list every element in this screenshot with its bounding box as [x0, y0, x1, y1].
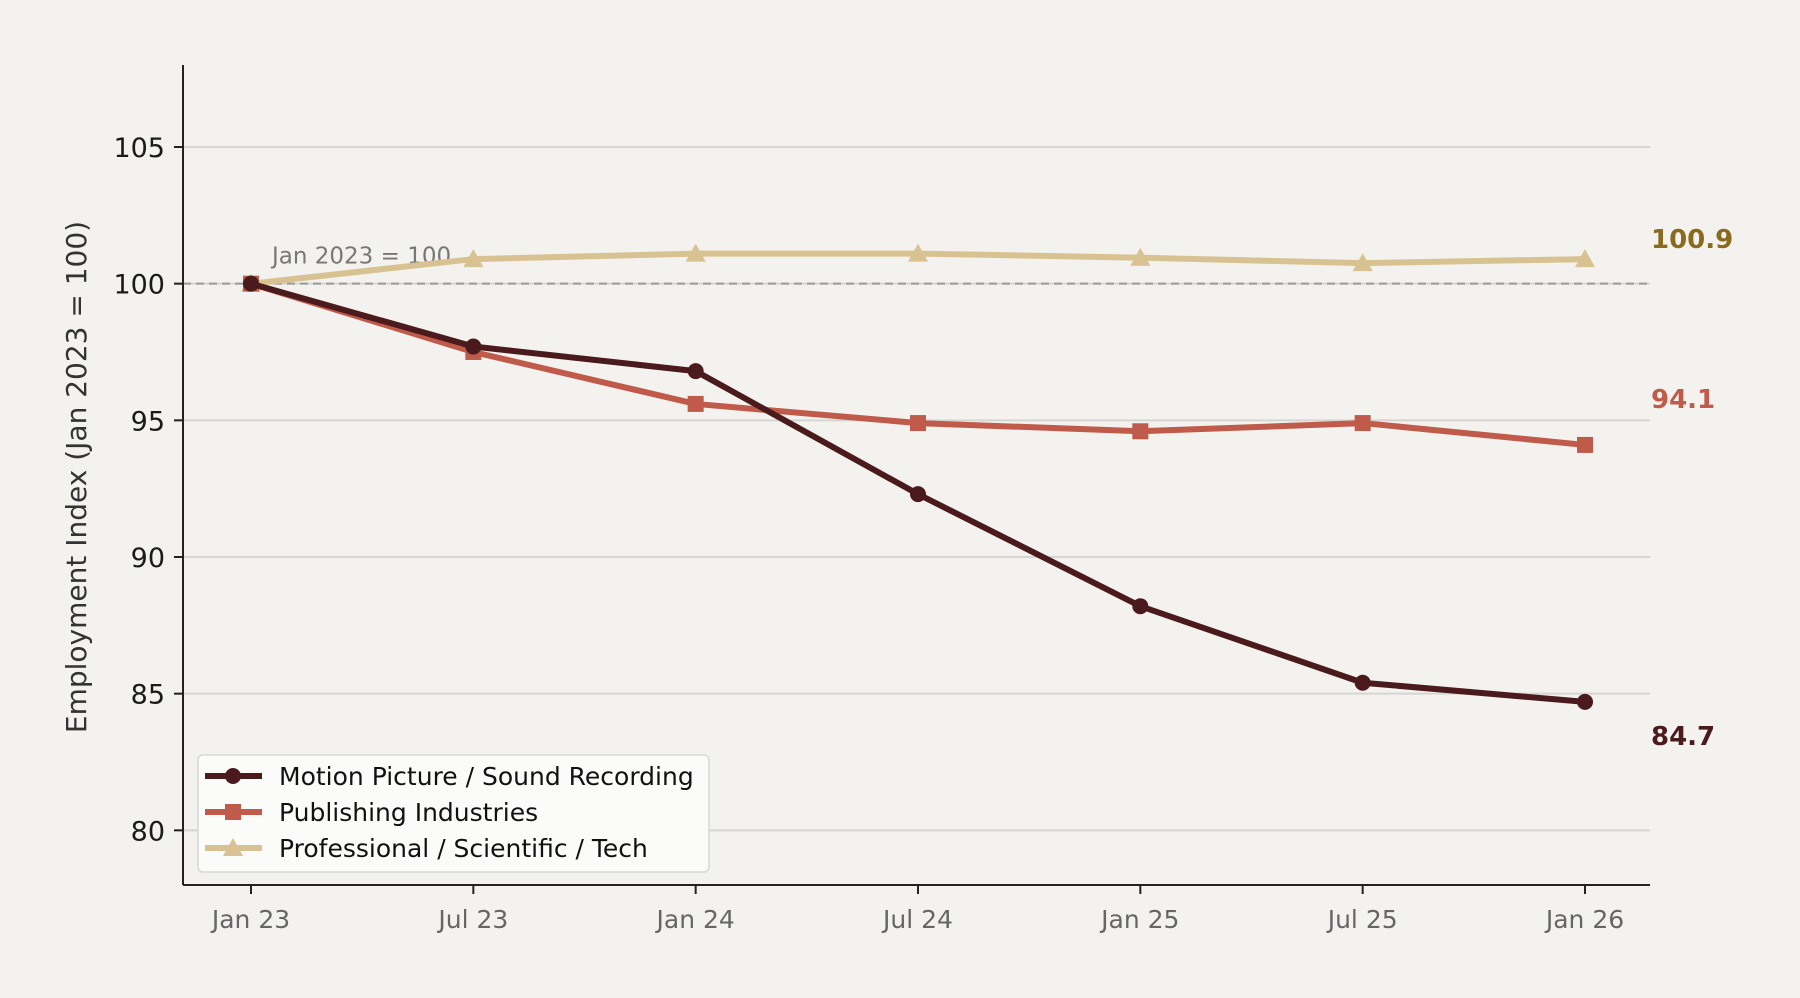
data-point — [1354, 415, 1371, 432]
data-point — [463, 249, 484, 268]
x-tick-label: Jan 24 — [655, 905, 735, 934]
y-tick-label: 95 — [131, 406, 165, 437]
end-value-label: 84.7 — [1651, 722, 1715, 752]
data-point — [1132, 423, 1149, 440]
x-tick-label: Jul 23 — [436, 905, 508, 934]
data-point — [1132, 598, 1149, 615]
data-point — [910, 486, 926, 503]
legend-label: Publishing Industries — [279, 798, 538, 827]
data-point — [1577, 693, 1593, 710]
series-group — [241, 243, 1595, 710]
series-1 — [243, 275, 1593, 453]
series-0 — [243, 275, 1593, 710]
y-tick-label: 105 — [113, 133, 165, 164]
axes: 80 85 90 95 100 105 Jan 23 Jul 23 Jan 24 Jul 24 Ja… — [113, 65, 1650, 934]
data-point — [1354, 674, 1371, 691]
y-tick-label: 80 — [131, 816, 165, 847]
legend-item: Professional / Scientific / Tech — [205, 834, 648, 863]
x-tick-label: Jan 26 — [1544, 905, 1624, 934]
data-point — [908, 243, 928, 262]
data-point — [1577, 436, 1593, 453]
x-tick-label: Jan 25 — [1099, 905, 1179, 934]
end-value-label: 100.9 — [1651, 225, 1733, 255]
x-tick-label: Jan 23 — [210, 905, 290, 934]
data-point — [1575, 249, 1595, 268]
legend-swatch-marker — [225, 768, 241, 784]
legend-label: Professional / Scientific / Tech — [279, 834, 648, 863]
data-point — [685, 243, 706, 262]
legend-swatch-marker — [225, 804, 241, 820]
y-axis-label: Employment Index (Jan 2023 = 100) — [60, 221, 93, 733]
legend-box — [197, 754, 710, 873]
x-tick-label: Jul 24 — [881, 905, 953, 934]
data-point — [243, 275, 259, 292]
legend: Motion Picture / Sound Recording Publishi… — [197, 754, 710, 873]
data-point — [1130, 247, 1151, 266]
legend-swatch-marker — [223, 838, 243, 856]
legend-item: Publishing Industries — [205, 798, 538, 827]
x-tick-label: Jul 25 — [1326, 905, 1398, 934]
data-point — [1352, 253, 1373, 272]
end-value-label: 94.1 — [1651, 385, 1715, 415]
data-point — [687, 363, 704, 380]
legend-label: Motion Picture / Sound Recording — [279, 762, 694, 791]
y-tick-label: 90 — [131, 543, 165, 574]
data-point — [465, 338, 482, 355]
data-point — [910, 415, 926, 432]
data-point — [687, 395, 704, 412]
y-tick-label: 85 — [131, 680, 165, 711]
end-labels: 84.7 94.1 100.9 — [1651, 225, 1733, 752]
legend-item: Motion Picture / Sound Recording — [205, 762, 694, 791]
y-tick-label: 100 — [113, 270, 165, 301]
